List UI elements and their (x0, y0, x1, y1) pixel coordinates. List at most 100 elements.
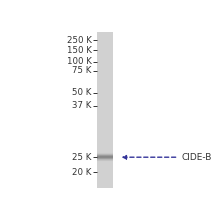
Bar (97, 48, 113, 49)
Bar (97, 42, 113, 43)
Bar (97, 175, 113, 176)
Bar (97, 119, 113, 120)
Bar (97, 93, 113, 94)
Bar (97, 65, 113, 66)
Bar (97, 98, 113, 99)
Bar (97, 128, 113, 129)
Bar (97, 182, 113, 183)
Bar (97, 111, 113, 112)
Bar (97, 72, 113, 73)
Bar (97, 149, 113, 150)
Bar (97, 115, 113, 116)
Bar (97, 82, 113, 83)
Bar (97, 57, 113, 58)
Text: 25 K: 25 K (72, 153, 92, 162)
Bar (97, 187, 113, 188)
Bar (97, 138, 113, 139)
Bar (97, 127, 113, 128)
Bar (97, 96, 113, 97)
Bar (97, 55, 113, 56)
Bar (97, 101, 113, 102)
Bar (97, 91, 113, 92)
Bar (97, 56, 113, 57)
Bar (97, 66, 113, 67)
Bar (97, 36, 113, 37)
Bar (97, 33, 113, 34)
Bar (97, 94, 113, 95)
Bar (97, 70, 113, 71)
Bar (97, 141, 113, 142)
Bar (97, 123, 113, 124)
Bar (97, 113, 113, 114)
Bar (97, 163, 113, 164)
Bar (97, 125, 113, 126)
Bar (97, 39, 113, 40)
Bar (97, 35, 113, 36)
Bar (97, 131, 113, 132)
Bar (97, 83, 113, 84)
Bar (97, 186, 113, 187)
Bar (97, 136, 113, 137)
Bar (97, 114, 113, 115)
Bar (97, 185, 113, 186)
Bar (97, 162, 113, 163)
Bar (97, 160, 113, 161)
Bar (97, 174, 113, 175)
Bar (97, 71, 113, 72)
Bar (97, 100, 113, 101)
Bar (97, 135, 113, 136)
Text: 250 K: 250 K (67, 36, 92, 45)
Bar (97, 120, 113, 121)
Bar (97, 40, 113, 41)
Bar (97, 41, 113, 42)
Text: 75 K: 75 K (72, 66, 92, 75)
Text: 37 K: 37 K (72, 101, 92, 110)
Bar (97, 118, 113, 119)
Bar (97, 159, 113, 160)
Bar (97, 52, 113, 53)
Bar (97, 154, 113, 155)
Bar (97, 69, 113, 70)
Bar (97, 124, 113, 125)
Bar (97, 170, 113, 171)
Bar (97, 99, 113, 100)
Bar (97, 157, 113, 158)
Bar (97, 44, 113, 45)
Bar (97, 116, 113, 117)
Bar (97, 46, 113, 47)
Bar (97, 133, 113, 134)
Bar (97, 144, 113, 145)
Bar (97, 45, 113, 46)
Bar (97, 61, 113, 62)
Bar (97, 153, 113, 154)
Bar (97, 103, 113, 104)
Bar (97, 79, 113, 80)
Bar (97, 89, 113, 90)
Text: 150 K: 150 K (67, 46, 92, 55)
Bar (97, 62, 113, 63)
Bar (97, 50, 113, 51)
Bar (97, 167, 113, 168)
Bar (97, 168, 113, 169)
Bar (97, 92, 113, 93)
Bar (97, 176, 113, 177)
Bar (97, 86, 113, 87)
Bar (97, 146, 113, 147)
Bar (97, 173, 113, 174)
Bar (97, 85, 113, 86)
Bar (97, 147, 113, 148)
Bar (97, 107, 113, 108)
Bar (97, 117, 113, 118)
Bar (97, 78, 113, 79)
Bar (97, 47, 113, 48)
Bar (97, 76, 113, 77)
Bar (97, 77, 113, 78)
Bar (97, 105, 113, 106)
Bar (97, 183, 113, 184)
Bar (97, 38, 113, 39)
Bar (97, 106, 113, 107)
Bar (97, 130, 113, 131)
Bar (97, 180, 113, 181)
Bar (97, 68, 113, 69)
Bar (97, 129, 113, 130)
